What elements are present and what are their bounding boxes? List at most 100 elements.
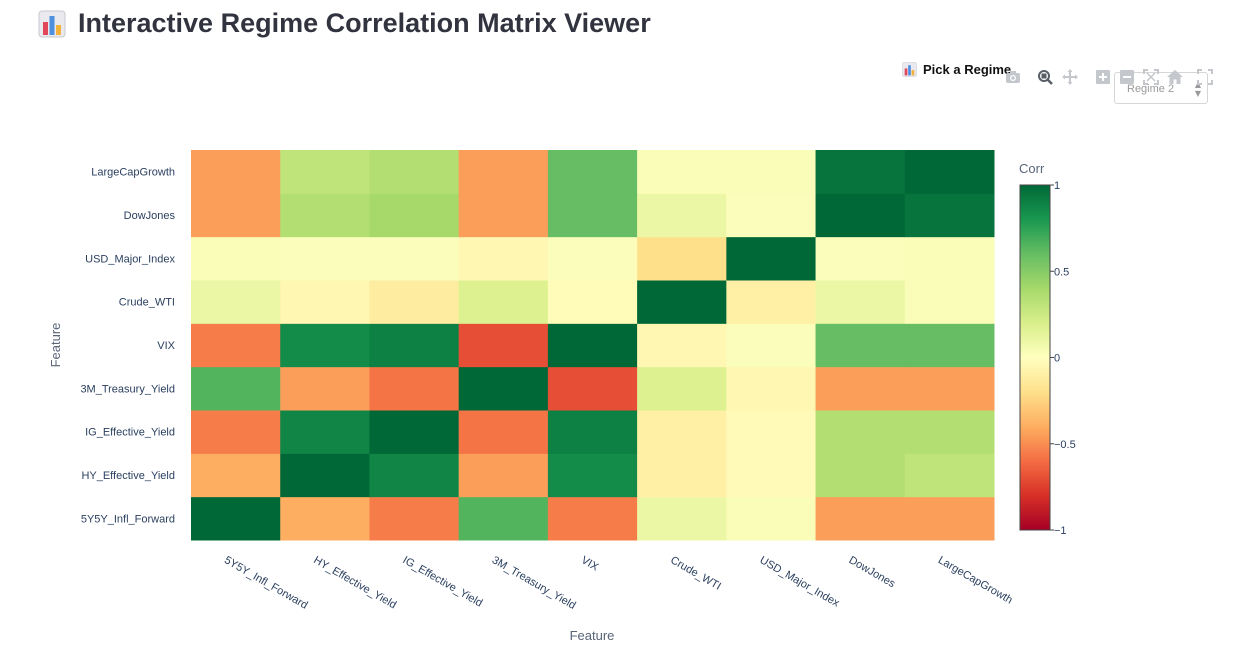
heatmap-cell[interactable] [369, 410, 460, 454]
home-icon[interactable] [1166, 68, 1184, 86]
heatmap-cell[interactable] [191, 280, 281, 324]
heatmap-cell[interactable] [547, 410, 638, 454]
heatmap-cell[interactable] [280, 150, 370, 194]
heatmap-cell[interactable] [458, 280, 549, 324]
heatmap-cell[interactable] [369, 453, 460, 498]
zoom-in-icon[interactable] [1094, 68, 1112, 86]
heatmap-cell[interactable] [637, 496, 727, 541]
heatmap-cell[interactable] [369, 280, 460, 324]
heatmap-cell[interactable] [458, 366, 549, 411]
colorbar [1019, 184, 1051, 531]
heatmap-cell[interactable] [280, 280, 370, 324]
heatmap-cell[interactable] [904, 366, 995, 411]
heatmap-cell[interactable] [815, 280, 906, 324]
zoom-out-icon[interactable] [1118, 68, 1136, 86]
heatmap-cell[interactable] [815, 193, 906, 238]
x-tick-label: USD_Major_Index [757, 554, 841, 610]
heatmap-cell[interactable] [815, 236, 906, 281]
heatmap-cell[interactable] [458, 410, 549, 454]
heatmap-cell[interactable] [904, 193, 995, 238]
heatmap-cell[interactable] [369, 150, 460, 194]
heatmap-cell[interactable] [458, 236, 549, 281]
heatmap-cell[interactable] [637, 280, 727, 324]
heatmap-cell[interactable] [637, 236, 727, 281]
heatmap-cell[interactable] [815, 410, 906, 454]
heatmap-cell[interactable] [815, 496, 906, 541]
y-tick-label: USD_Major_Index [85, 253, 175, 265]
heatmap-cell[interactable] [369, 193, 460, 238]
heatmap-cell[interactable] [280, 366, 370, 411]
heatmap-cell[interactable] [369, 236, 460, 281]
heatmap-cell[interactable] [815, 323, 906, 368]
heatmap-cell[interactable] [637, 323, 727, 368]
heatmap-cell[interactable] [280, 496, 370, 541]
heatmap-cell[interactable] [547, 193, 638, 238]
heatmap-cell[interactable] [904, 410, 995, 454]
heatmap-cell[interactable] [458, 150, 549, 194]
heatmap-cell[interactable] [369, 323, 460, 368]
page-title-text: Interactive Regime Correlation Matrix Vi… [78, 8, 651, 38]
autoscale-icon[interactable] [1142, 68, 1160, 86]
pan-icon[interactable] [1061, 68, 1079, 86]
y-tick-label: 3M_Treasury_Yield [80, 383, 175, 395]
heatmap-cell[interactable] [815, 366, 906, 411]
heatmap-cell[interactable] [458, 193, 549, 238]
heatmap-cell[interactable] [726, 323, 817, 368]
colorbar-title: Corr [1019, 161, 1045, 176]
heatmap-cell[interactable] [726, 280, 817, 324]
heatmap-cell[interactable] [637, 453, 727, 498]
heatmap-cell[interactable] [458, 323, 549, 368]
heatmap-cell[interactable] [547, 496, 638, 541]
heatmap-cell[interactable] [191, 236, 281, 281]
heatmap-cell[interactable] [726, 150, 817, 194]
heatmap-cell[interactable] [280, 410, 370, 454]
heatmap-cell[interactable] [280, 236, 370, 281]
heatmap-cell[interactable] [815, 150, 906, 194]
heatmap-cell[interactable] [191, 366, 281, 411]
heatmap-cell[interactable] [726, 366, 817, 411]
heatmap-cell[interactable] [280, 453, 370, 498]
heatmap-cell[interactable] [904, 496, 995, 541]
heatmap-cell[interactable] [369, 496, 460, 541]
heatmap-cell[interactable] [458, 496, 549, 541]
heatmap-cell[interactable] [637, 150, 727, 194]
heatmap-cell[interactable] [191, 150, 281, 194]
heatmap-cell[interactable] [547, 366, 638, 411]
heatmap-cell[interactable] [904, 453, 995, 498]
heatmap-cell[interactable] [547, 150, 638, 194]
heatmap-cell[interactable] [458, 453, 549, 498]
heatmap-cell[interactable] [815, 453, 906, 498]
heatmap-cell[interactable] [637, 410, 727, 454]
heatmap-cell[interactable] [726, 236, 817, 281]
heatmap-cell[interactable] [726, 453, 817, 498]
heatmap-cell[interactable] [726, 410, 817, 454]
y-tick-label: Crude_WTI [119, 297, 175, 309]
heatmap-cell[interactable] [280, 323, 370, 368]
heatmap-cell[interactable] [191, 193, 281, 238]
heatmap-cell[interactable] [904, 323, 995, 368]
zoom-icon[interactable] [1036, 68, 1054, 86]
heatmap-cell[interactable] [726, 496, 817, 541]
y-axis-label: Feature [48, 323, 63, 368]
heatmap-cell[interactable] [547, 323, 638, 368]
heatmap-cell[interactable] [191, 323, 281, 368]
heatmap-cell[interactable] [904, 150, 995, 194]
heatmap-cell[interactable] [191, 410, 281, 454]
colorbar-tick-label: −0.5 [1054, 439, 1076, 451]
camera-icon[interactable] [1004, 68, 1022, 86]
heatmap-cell[interactable] [637, 366, 727, 411]
colorbar-tick-label: 0.5 [1054, 266, 1069, 278]
heatmap-cell[interactable] [547, 280, 638, 324]
heatmap-cell[interactable] [904, 236, 995, 281]
heatmap-cell[interactable] [904, 280, 995, 324]
heatmap-cell[interactable] [726, 193, 817, 238]
fullscreen-icon[interactable] [1196, 68, 1214, 86]
heatmap-cell[interactable] [547, 236, 638, 281]
heatmap-cell[interactable] [637, 193, 727, 238]
heatmap-cell[interactable] [547, 453, 638, 498]
heatmap-cell[interactable] [191, 453, 281, 498]
heatmap-cell[interactable] [369, 366, 460, 411]
heatmap-cell[interactable] [280, 193, 370, 238]
heatmap-cell[interactable] [191, 496, 281, 541]
